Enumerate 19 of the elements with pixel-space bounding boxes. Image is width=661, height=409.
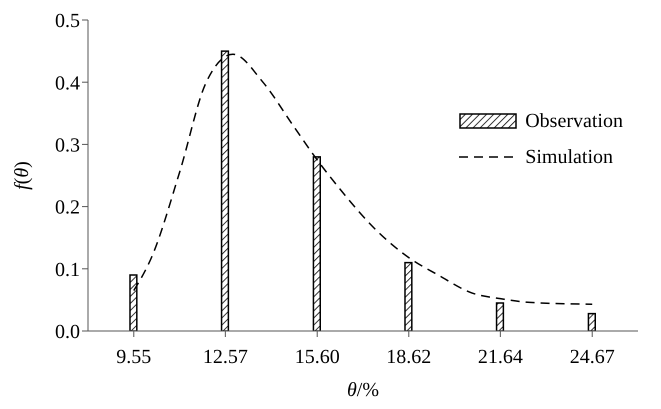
bar	[496, 302, 504, 331]
x-tick-label: 24.67	[570, 346, 615, 368]
x-tick-label: 15.60	[294, 346, 340, 368]
x-tick-label: 9.55	[116, 346, 152, 368]
y-tick-label: 0.5	[55, 10, 80, 32]
x-tick-label: 21.64	[478, 346, 523, 368]
y-tick-label: 0.0	[55, 321, 80, 344]
x-tick-label: 18.62	[386, 346, 432, 368]
y-tick-label: 0.3	[55, 134, 80, 156]
bar	[404, 262, 413, 331]
y-tick-label: 0.2	[55, 196, 80, 219]
bar	[588, 312, 596, 331]
y-tick-label: 0.1	[55, 258, 80, 281]
y-axis-title: f(θ)	[11, 161, 33, 190]
x-tick-label: 12.57	[202, 346, 248, 368]
legend-label: Simulation	[525, 146, 614, 168]
y-tick-label: 0.4	[55, 72, 80, 94]
legend-label: Observation	[525, 110, 623, 132]
x-axis-title: θ/%	[346, 379, 380, 401]
